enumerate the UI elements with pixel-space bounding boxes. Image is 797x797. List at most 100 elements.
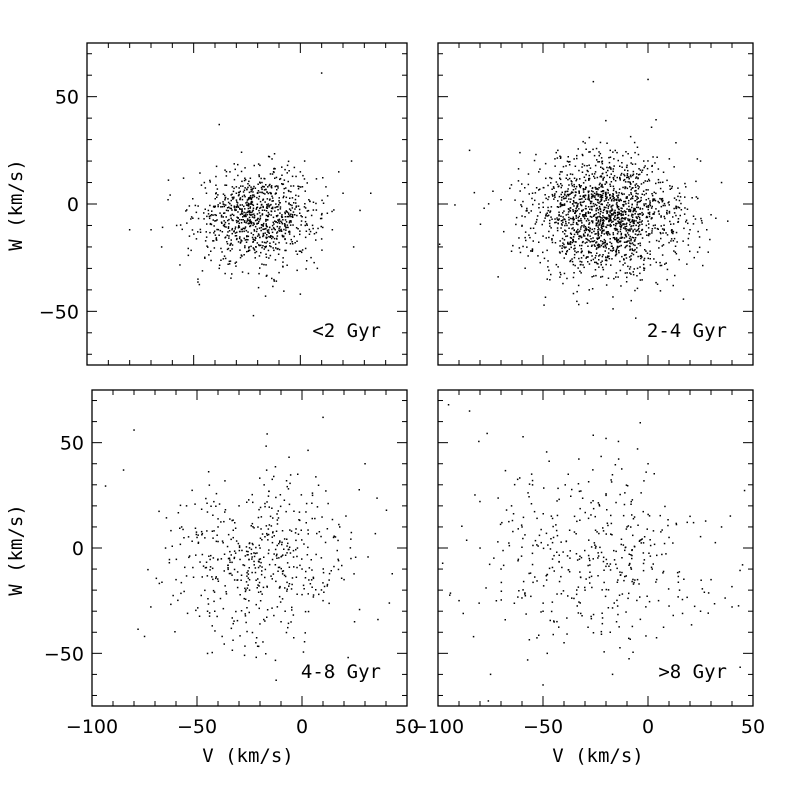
data-point (636, 221, 639, 224)
data-point (605, 263, 607, 266)
data-point (549, 219, 551, 222)
data-point (527, 173, 530, 175)
data-point (687, 244, 690, 246)
data-point (643, 267, 646, 270)
data-point (615, 563, 617, 566)
data-point (604, 595, 607, 598)
data-point (599, 210, 602, 213)
data-point (632, 173, 635, 175)
data-point (631, 216, 634, 219)
data-point (613, 602, 615, 604)
data-point (569, 243, 572, 246)
data-point (250, 186, 252, 188)
panel-gt8-gyr: −100 −50 0 50 >8 Gyr (412, 389, 765, 738)
data-point (206, 215, 208, 218)
data-point (563, 203, 566, 205)
data-point (660, 205, 663, 208)
data-point (580, 556, 583, 559)
data-point (259, 537, 262, 539)
data-point (495, 600, 498, 602)
data-point (586, 256, 588, 258)
data-point (575, 533, 577, 535)
data-point (274, 193, 277, 195)
data-point (282, 261, 284, 263)
data-point (224, 204, 227, 206)
data-point (530, 473, 533, 475)
data-point (281, 223, 284, 225)
data-point (250, 188, 252, 191)
data-point (655, 192, 657, 195)
data-point (636, 275, 638, 277)
data-point (662, 199, 664, 202)
data-point (625, 211, 627, 213)
data-point (205, 236, 208, 238)
data-point (631, 220, 633, 223)
data-point (304, 203, 306, 205)
data-point (610, 245, 613, 247)
data-point (521, 526, 523, 528)
data-point (210, 505, 212, 507)
data-point (232, 198, 234, 200)
data-point (288, 566, 291, 568)
data-point (556, 593, 558, 595)
data-point (592, 194, 594, 196)
data-point (575, 553, 578, 555)
data-point (513, 483, 516, 486)
data-point (227, 231, 229, 233)
data-point (609, 216, 612, 218)
data-point (260, 186, 263, 189)
data-point (272, 517, 274, 519)
data-point (311, 492, 314, 494)
data-point (246, 571, 248, 574)
data-point (556, 551, 558, 553)
data-point (622, 154, 624, 157)
data-point (630, 299, 632, 302)
data-point (572, 238, 574, 241)
data-point (231, 617, 233, 619)
data-point (231, 244, 234, 246)
data-point (285, 196, 288, 199)
data-point (605, 182, 608, 184)
data-point (624, 226, 626, 228)
data-point (614, 225, 617, 227)
data-point (597, 229, 599, 231)
scatter-points (441, 404, 746, 702)
data-point (569, 209, 571, 212)
data-point (239, 207, 241, 210)
data-point (273, 167, 276, 170)
data-point (629, 208, 631, 211)
data-point (249, 203, 251, 205)
data-point (265, 236, 267, 239)
data-point (619, 269, 622, 272)
data-point (638, 230, 640, 233)
data-point (568, 184, 570, 186)
data-point (252, 501, 254, 504)
data-point (592, 558, 594, 560)
data-point (275, 555, 278, 557)
data-point (611, 209, 614, 211)
data-point (559, 155, 561, 157)
y-tick-label: −50 (44, 643, 84, 665)
data-point (263, 263, 265, 266)
data-point (607, 205, 610, 208)
data-point (593, 240, 596, 242)
data-point (692, 223, 695, 225)
data-point (668, 158, 671, 160)
data-point (287, 212, 290, 214)
data-point (563, 233, 566, 235)
data-point (194, 503, 196, 505)
data-point (244, 598, 247, 600)
data-point (614, 229, 617, 231)
data-point (684, 196, 686, 198)
data-point (558, 211, 560, 213)
data-point (260, 226, 263, 229)
data-point (605, 558, 608, 561)
data-point (683, 227, 685, 230)
data-point (278, 248, 281, 251)
data-point (677, 596, 679, 598)
data-point (649, 253, 651, 255)
data-point (263, 189, 266, 191)
data-point (497, 541, 499, 543)
data-point (236, 221, 238, 224)
data-point (295, 194, 297, 197)
